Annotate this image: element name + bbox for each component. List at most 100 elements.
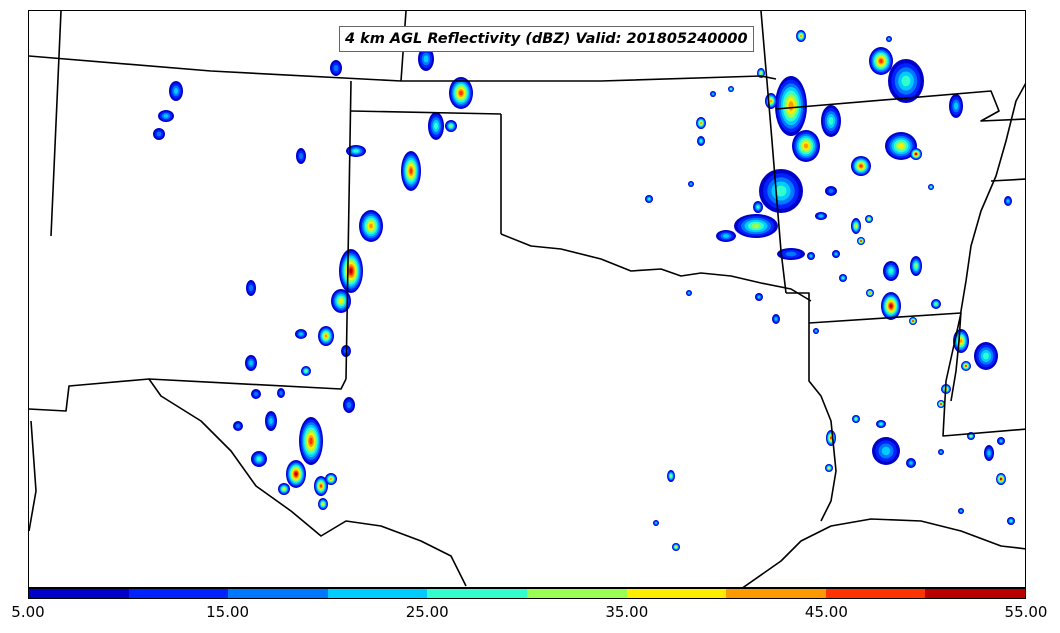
colorbar-segment <box>925 589 1025 598</box>
echo-cell <box>914 263 918 269</box>
colorbar-tick-label: 55.00 <box>1004 603 1048 621</box>
echo-cell <box>333 64 339 72</box>
reflectivity-echoes <box>153 30 1015 551</box>
echo-cell <box>809 254 813 258</box>
echo-cell <box>879 59 883 63</box>
colorbar-tick-label: 35.00 <box>605 603 649 621</box>
echo-cell <box>987 450 991 456</box>
echo-cell <box>860 240 862 242</box>
colorbar-segment <box>825 589 926 598</box>
echo-cell <box>834 252 838 256</box>
echo-cell <box>330 478 332 480</box>
echo-cell <box>269 417 273 425</box>
echo-cell <box>959 339 963 343</box>
echo-cell <box>294 472 298 476</box>
echo-cell <box>999 439 1003 443</box>
echo-cell <box>960 510 962 512</box>
echo-cell <box>299 152 303 160</box>
echo-cell <box>655 522 657 524</box>
echo-cell <box>934 302 938 306</box>
echo-cell <box>855 224 857 228</box>
colorbar-segment <box>526 589 627 598</box>
echo-cell <box>859 164 863 168</box>
echo-cell <box>803 143 809 149</box>
echo-cell <box>459 90 463 96</box>
echo-cell <box>722 234 730 238</box>
echo-cell <box>757 295 761 299</box>
echo-cell <box>901 75 911 87</box>
echo-cell <box>434 122 438 130</box>
echo-cell <box>257 457 261 461</box>
echo-cell <box>889 304 893 308</box>
reflectivity-map <box>29 11 1025 587</box>
colorbar-segment <box>228 589 328 598</box>
colorbar-tick-label: 5.00 <box>11 603 45 621</box>
echo-cell <box>712 93 714 95</box>
echo-cell <box>299 332 303 336</box>
echo-cell <box>751 223 761 229</box>
echo-cell <box>898 143 904 149</box>
echo-cell <box>688 292 690 294</box>
echo-cell <box>236 424 240 428</box>
echo-cell <box>888 38 890 40</box>
echo-cell <box>1000 478 1002 480</box>
colorbar-tick-label: 15.00 <box>206 603 250 621</box>
echo-cell <box>700 139 702 143</box>
echo-cell <box>842 277 844 279</box>
colorbar-segment <box>626 589 727 598</box>
echo-cell <box>163 114 169 118</box>
echo-cell <box>879 423 883 425</box>
echo-cell <box>700 122 702 124</box>
echo-cell <box>953 102 959 110</box>
echo-cell <box>915 153 917 155</box>
echo-cell <box>349 268 353 274</box>
echo-cell <box>322 502 324 506</box>
echo-cell <box>869 292 871 294</box>
echo-cell <box>940 403 942 405</box>
echo-cell <box>912 320 914 322</box>
colorbar-segment <box>128 589 229 598</box>
colorbar-segment <box>29 589 129 598</box>
colorbar-segment <box>726 589 826 598</box>
state-boundaries <box>29 11 1025 587</box>
echo-cell <box>156 131 162 137</box>
echo-cell <box>774 317 778 321</box>
echo-cell <box>648 198 650 200</box>
echo-cell <box>983 352 989 360</box>
echo-cell <box>282 487 286 491</box>
echo-cell <box>828 117 834 125</box>
echo-cell <box>353 149 359 153</box>
colorbar-segment <box>427 589 527 598</box>
echo-cell <box>815 330 817 332</box>
echo-cell <box>756 205 760 209</box>
echo-cell <box>889 268 893 274</box>
echo-cell <box>770 99 772 103</box>
echo-cell <box>788 101 794 111</box>
echo-cell <box>249 284 253 292</box>
echo-cell <box>785 251 797 257</box>
echo-cell <box>828 467 830 469</box>
echo-cell <box>304 369 308 373</box>
echo-cell <box>828 189 834 193</box>
echo-cell <box>449 124 453 128</box>
echo-cell <box>324 334 328 338</box>
colorbar-tick-label: 45.00 <box>804 603 848 621</box>
echo-cell <box>819 214 823 218</box>
echo-cell <box>775 185 787 197</box>
echo-cell <box>830 436 832 440</box>
echo-cell <box>670 474 672 478</box>
echo-cell <box>1010 520 1012 522</box>
map-title: 4 km AGL Reflectivity (dBZ) Valid: 20180… <box>339 26 754 52</box>
echo-cell <box>930 186 932 188</box>
echo-cell <box>309 437 313 445</box>
echo-cell <box>279 391 283 395</box>
echo-cell <box>423 55 429 63</box>
echo-cell <box>965 365 967 367</box>
echo-cell <box>1006 199 1010 203</box>
echo-cell <box>855 418 857 420</box>
colorbar-tick-label: 25.00 <box>405 603 449 621</box>
echo-cell <box>760 72 762 74</box>
echo-cell <box>690 183 692 185</box>
echo-cell <box>868 218 870 220</box>
echo-cell <box>940 451 942 453</box>
